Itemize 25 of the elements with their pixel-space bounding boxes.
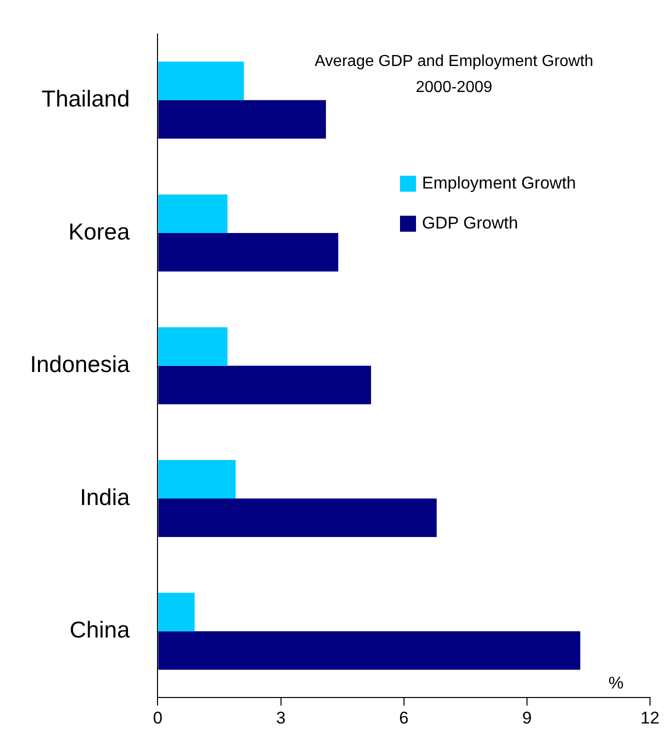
- bar: [158, 232, 338, 272]
- y-tick-label: Korea: [68, 218, 130, 244]
- text: Average GDP and Employment Growth: [314, 53, 594, 70]
- x-tick-label: 6: [399, 708, 409, 728]
- bar: [158, 592, 195, 632]
- legend-label: GDP Growth: [422, 213, 518, 232]
- bar: [158, 366, 372, 404]
- bar: [158, 100, 326, 139]
- x-tick-label: 12: [640, 708, 660, 728]
- x-tick-label: 0: [153, 708, 162, 728]
- x-tick-label: 9: [522, 708, 532, 728]
- x-axis-title: %: [608, 673, 624, 692]
- bar: [158, 327, 228, 366]
- text: 2000-2009: [416, 79, 492, 96]
- bar: [158, 631, 580, 670]
- legend-label: Employment Growth: [422, 173, 576, 192]
- y-tick-label: Indonesia: [30, 351, 130, 378]
- bar: [158, 498, 437, 537]
- bar: [158, 460, 236, 498]
- bar: [158, 62, 244, 100]
- x-tick-label: 3: [276, 708, 286, 728]
- y-tick-label: India: [80, 484, 130, 510]
- bar: [158, 194, 228, 233]
- y-tick-label: Thailand: [42, 86, 130, 112]
- y-tick-label: China: [70, 616, 130, 643]
